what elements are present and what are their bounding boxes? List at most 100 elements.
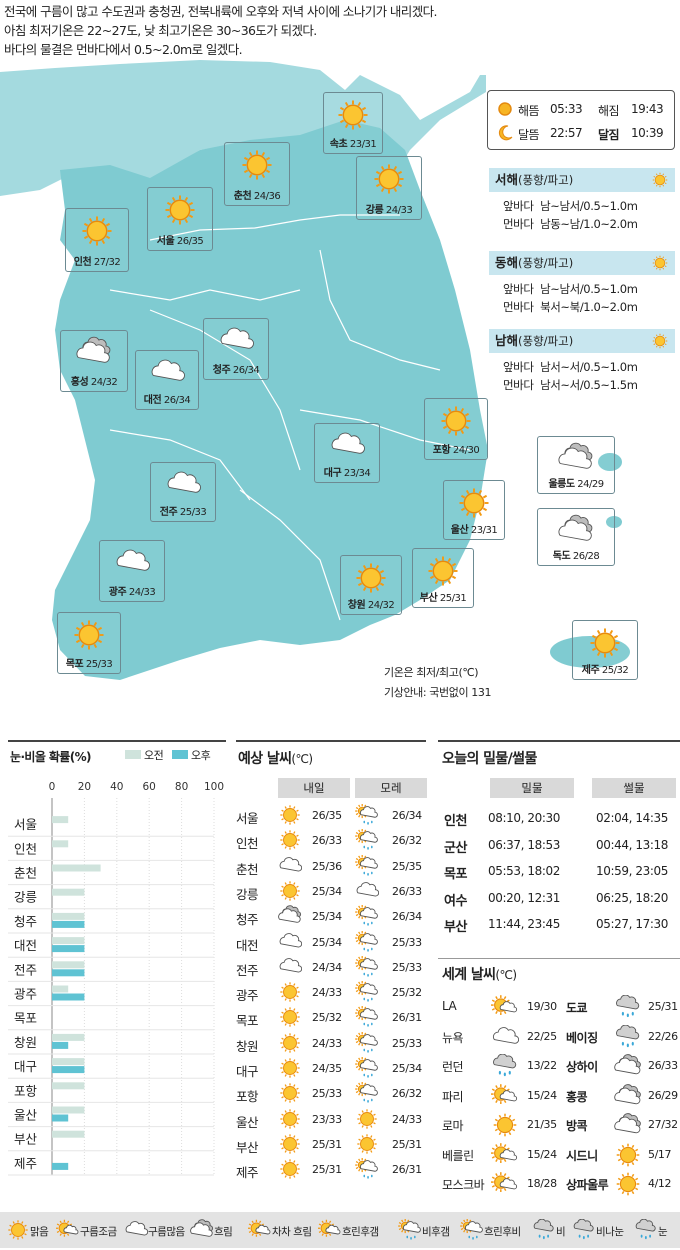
forecast-tomorrow: 24/34 <box>312 960 342 974</box>
forecast-city: 제주 <box>236 1165 259 1181</box>
legend-label: 흐림 <box>214 1226 233 1238</box>
shower-icon <box>355 1031 379 1058</box>
sun-icon <box>278 1057 302 1083</box>
sun-icon <box>371 162 407 200</box>
map-city-속초: 속초 23/31 <box>323 92 383 154</box>
tide-low: 02:04, 14:35 <box>596 811 668 825</box>
divider <box>236 740 426 742</box>
sun-icon <box>278 1133 302 1159</box>
forecast-tomorrow: 24/33 <box>312 986 342 1000</box>
sunset-time: 19:43 <box>631 102 664 116</box>
forecast-tomorrow: 25/34 <box>312 935 342 949</box>
sun-icon <box>614 1172 642 1200</box>
ulleungdo-island <box>598 453 622 471</box>
world-city: 런던 <box>442 1060 464 1074</box>
forecast-dayafter: 26/31 <box>392 1163 422 1177</box>
forecast-city: 강릉 <box>236 886 259 902</box>
map-city-temp: 24/32 <box>367 600 395 611</box>
bar-오전-전주 <box>52 961 85 969</box>
map-city-name: 울산 <box>450 525 469 536</box>
category-label: 제주 <box>14 1156 37 1171</box>
x-tick-label: 0 <box>49 781 56 793</box>
map-city-temp: 25/33 <box>179 507 207 518</box>
shower-icon <box>355 905 379 931</box>
world-city: 파리 <box>442 1089 464 1104</box>
world-temp: 22/26 <box>648 1029 678 1043</box>
map-city-강릉: 강릉 24/33 <box>356 156 422 220</box>
headline-line-1: 전국에 구름이 많고 수도권과 충청권, 전북내륙에 오후와 저녁 사이에 소나… <box>4 4 437 19</box>
world-temp: 15/24 <box>527 1147 557 1161</box>
sea-row-key: 앞바다 <box>503 360 534 374</box>
forecast-city: 울산 <box>236 1114 259 1130</box>
rain-icon <box>614 1024 642 1053</box>
cloud-icon <box>355 880 380 906</box>
info-note: 기상안내: 국번없이 131 <box>384 686 492 699</box>
tide-city: 목포 <box>444 867 467 882</box>
sun-icon <box>498 102 512 116</box>
tide-high: 06:37, 18:53 <box>488 837 560 852</box>
divider <box>438 958 680 959</box>
map-city-label: 포항 24/30 <box>425 441 487 456</box>
map-city-label: 춘천 24/36 <box>225 187 289 202</box>
precip-chart-title: 눈·비올 확률(%) <box>10 750 92 764</box>
map-city-name: 포항 <box>432 445 451 456</box>
sea-row: 앞바다 남~남서/0.5~1.0m <box>489 197 675 215</box>
sun-icon <box>278 804 302 830</box>
map-city-name: 독도 <box>552 551 571 562</box>
legend-label: 차차 흐림 <box>272 1226 312 1238</box>
cloud-icon <box>114 546 150 584</box>
category-label: 서울 <box>14 817 37 832</box>
category-label: 인천 <box>14 841 37 856</box>
world-temp: 15/24 <box>527 1088 557 1102</box>
sea-row-value: 남서~서/0.5~1.0m <box>540 360 638 374</box>
map-city-label: 광주 24/33 <box>100 583 164 598</box>
bar-오후-청주 <box>52 920 85 928</box>
bar-오전-광주 <box>52 985 69 993</box>
world-temp: 13/22 <box>527 1059 557 1072</box>
forecast-dayafter: 25/33 <box>392 935 422 949</box>
map-city-label: 전주 25/33 <box>151 503 215 518</box>
map-city-label: 청주 26/34 <box>204 361 268 376</box>
tide-city: 여수 <box>444 893 467 909</box>
x-tick-label: 100 <box>204 781 224 793</box>
shower-icon <box>355 1158 379 1184</box>
forecast-city: 서울 <box>236 811 259 826</box>
shower-icon <box>355 930 379 957</box>
sun-icon <box>278 829 302 855</box>
sun-icon <box>335 98 371 136</box>
forecast-tomorrow: 24/35 <box>312 1062 342 1075</box>
sun-cloud-icon <box>490 995 519 1023</box>
cloud-dark-icon <box>614 1083 642 1112</box>
headline-line-3: 바다의 물결은 먼바다에서 0.5~2.0m로 일겠다. <box>4 42 243 57</box>
world-temp: 26/33 <box>648 1059 678 1072</box>
world-temp: 26/29 <box>648 1088 678 1102</box>
world-temp: 18/28 <box>527 1177 557 1190</box>
map-city-temp: 24/30 <box>452 445 480 456</box>
sea-row: 먼바다 남동~남/1.0~2.0m <box>489 215 675 233</box>
world-temp: 4/12 <box>648 1177 672 1190</box>
bar-오전-서울 <box>52 816 69 824</box>
category-label: 춘천 <box>14 866 37 881</box>
bar-오후-광주 <box>52 993 85 1001</box>
rain-icon <box>614 994 642 1023</box>
map-city-temp: 24/29 <box>577 479 604 490</box>
world-city: 시드니 <box>566 1148 598 1163</box>
sea-row-key: 앞바다 <box>503 199 534 213</box>
forecast-city: 목포 <box>236 1013 259 1029</box>
legend-label: 비 <box>556 1226 566 1238</box>
bar-오전-인천 <box>52 840 69 848</box>
sea-row-value: 북서~북/1.0~2.0m <box>540 300 638 314</box>
headline-line-2: 아침 최저기온은 22~27도, 낮 최고기온은 30~36도가 되겠다. <box>4 23 317 38</box>
sun-icon <box>71 618 107 656</box>
x-tick-label: 60 <box>143 781 156 793</box>
sea-row-key: 먼바다 <box>503 217 534 231</box>
world-unit: (℃) <box>495 968 517 982</box>
forecast-city: 인천 <box>236 836 259 852</box>
sun-icon <box>278 1158 302 1184</box>
sun-icon <box>587 626 623 664</box>
map-city-temp: 24/33 <box>385 205 413 216</box>
cloud-dark-icon <box>614 1113 642 1141</box>
map-city-전주: 전주 25/33 <box>150 462 216 522</box>
sun-icon <box>278 1006 302 1032</box>
map-city-name: 대전 <box>143 395 162 406</box>
